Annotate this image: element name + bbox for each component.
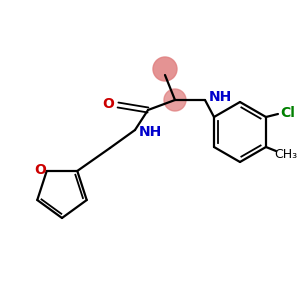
- Text: NH: NH: [209, 90, 232, 104]
- Circle shape: [153, 57, 177, 81]
- Text: CH₃: CH₃: [274, 148, 298, 161]
- Text: Cl: Cl: [280, 106, 296, 120]
- Circle shape: [164, 89, 186, 111]
- Text: NH: NH: [139, 125, 162, 139]
- Text: O: O: [102, 97, 114, 111]
- Text: O: O: [34, 163, 46, 177]
